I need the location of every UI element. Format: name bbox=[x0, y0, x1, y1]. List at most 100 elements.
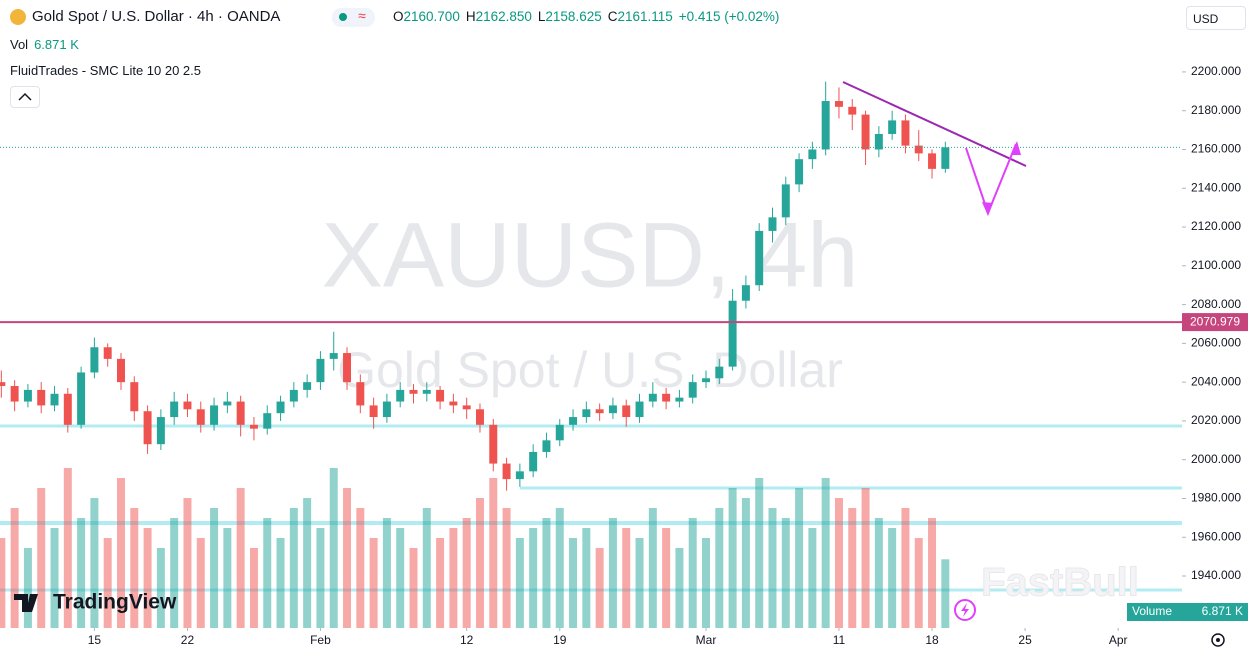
volume-bar bbox=[422, 508, 431, 628]
settings-icon bbox=[1216, 638, 1220, 642]
volume-bar bbox=[10, 508, 19, 628]
symbol-title: Gold Spot / U.S. Dollar · 4h · OANDA bbox=[32, 8, 281, 25]
settings-button[interactable] bbox=[1211, 633, 1225, 647]
market-open-dot bbox=[339, 13, 347, 21]
candle-body bbox=[874, 133, 883, 150]
candle-body bbox=[622, 405, 631, 418]
volume-bar bbox=[888, 528, 897, 628]
candle-body bbox=[608, 405, 617, 414]
volume-bar bbox=[728, 488, 737, 628]
ohlc-key: L bbox=[537, 9, 546, 24]
candle-body bbox=[834, 101, 843, 107]
candle-body bbox=[276, 401, 285, 414]
y-tick-label: 2100.000 bbox=[1191, 258, 1241, 272]
candle-body bbox=[37, 389, 46, 406]
status-icon: ≈ bbox=[358, 8, 366, 24]
ohlc-key: O bbox=[393, 9, 404, 24]
volume-bar bbox=[263, 518, 272, 628]
volume-bar bbox=[901, 508, 910, 628]
candle-body bbox=[569, 417, 578, 425]
collapse-button[interactable] bbox=[10, 86, 40, 108]
trend-line bbox=[842, 81, 1027, 167]
volume-bar bbox=[515, 538, 524, 628]
candle-body bbox=[436, 389, 445, 402]
volume-bar bbox=[409, 548, 418, 628]
volume-bar bbox=[369, 538, 378, 628]
volume-bar bbox=[582, 528, 591, 628]
candle-body bbox=[90, 347, 99, 373]
volume-bar bbox=[236, 488, 245, 628]
candle-body bbox=[303, 382, 312, 390]
candle-body bbox=[23, 389, 32, 402]
volume-bar bbox=[143, 528, 152, 628]
volume-bar bbox=[569, 538, 578, 628]
y-tick-label: 2200.000 bbox=[1191, 64, 1241, 78]
volume-bar bbox=[223, 528, 232, 628]
volume-bar bbox=[821, 478, 830, 628]
volume-bar bbox=[928, 518, 937, 628]
candle-body bbox=[542, 440, 551, 452]
volume-bar bbox=[662, 528, 671, 628]
candle-body bbox=[715, 366, 724, 379]
volume-bar bbox=[130, 508, 139, 628]
candle-body bbox=[861, 114, 870, 150]
currency-select[interactable]: USD bbox=[1186, 6, 1246, 30]
ohlc-value: 2162.850 bbox=[475, 9, 532, 24]
candle-body bbox=[662, 393, 671, 402]
ohlc-key: C bbox=[607, 9, 618, 24]
y-tick-label: 2020.000 bbox=[1191, 413, 1241, 427]
volume-bar bbox=[795, 488, 804, 628]
volume-bar bbox=[914, 538, 923, 628]
ohlc: O2160.700 H2162.850 L2158.625 C2161.115 +0.4… bbox=[393, 9, 785, 24]
volume-bar bbox=[781, 518, 790, 628]
volume-bar bbox=[50, 528, 59, 628]
candle-body bbox=[688, 382, 697, 398]
plot bbox=[0, 81, 1182, 628]
candle-body bbox=[223, 401, 232, 406]
volume-bar bbox=[329, 468, 338, 628]
volume-bar bbox=[635, 538, 644, 628]
volume-bar bbox=[768, 508, 777, 628]
candle-body bbox=[170, 401, 179, 418]
y-tick-label: 2180.000 bbox=[1191, 103, 1241, 117]
candle-body bbox=[63, 393, 72, 425]
volume-bar bbox=[103, 538, 112, 628]
volume-bar bbox=[715, 508, 724, 628]
candle-body bbox=[728, 300, 737, 367]
candle-body bbox=[901, 120, 910, 146]
x-tick-label: 19 bbox=[553, 633, 567, 647]
candle-body bbox=[462, 405, 471, 410]
candle-body bbox=[648, 393, 657, 402]
candle-body bbox=[515, 471, 524, 480]
x-tick-label: 25 bbox=[1018, 633, 1032, 647]
x-tick-label: 18 bbox=[925, 633, 939, 647]
candle-body bbox=[183, 401, 192, 410]
volume-bar bbox=[196, 538, 205, 628]
candle-body bbox=[143, 411, 152, 445]
indicator-legend: FluidTrades - SMC Lite 10 20 2.5 bbox=[10, 63, 201, 78]
candle-body bbox=[343, 353, 352, 383]
y-tick-label: 1940.000 bbox=[1191, 568, 1241, 582]
x-tick-label: Apr bbox=[1109, 633, 1128, 647]
candle-body bbox=[808, 149, 817, 160]
volume-badge-label: Volume bbox=[1132, 604, 1172, 618]
volume-bar bbox=[90, 498, 99, 628]
volume-bar bbox=[648, 508, 657, 628]
candle-body bbox=[755, 230, 764, 286]
volume-bar bbox=[542, 518, 551, 628]
price-line-label-box bbox=[1182, 313, 1248, 332]
candle-body bbox=[422, 389, 431, 394]
change: +0.415 (+0.02%) bbox=[678, 9, 780, 24]
candle-body bbox=[821, 101, 830, 150]
candle-body bbox=[329, 353, 338, 359]
candle-body bbox=[316, 358, 325, 383]
volume-bar bbox=[622, 528, 631, 628]
volume-bar bbox=[608, 518, 617, 628]
volume-bar bbox=[276, 538, 285, 628]
volume-legend: Vol 6.871 K bbox=[10, 37, 79, 52]
watermark-symbol: XAUUSD, 4h bbox=[322, 204, 859, 306]
candle-body bbox=[130, 382, 139, 412]
volume-bar bbox=[555, 508, 564, 628]
arrow-head bbox=[982, 202, 993, 216]
